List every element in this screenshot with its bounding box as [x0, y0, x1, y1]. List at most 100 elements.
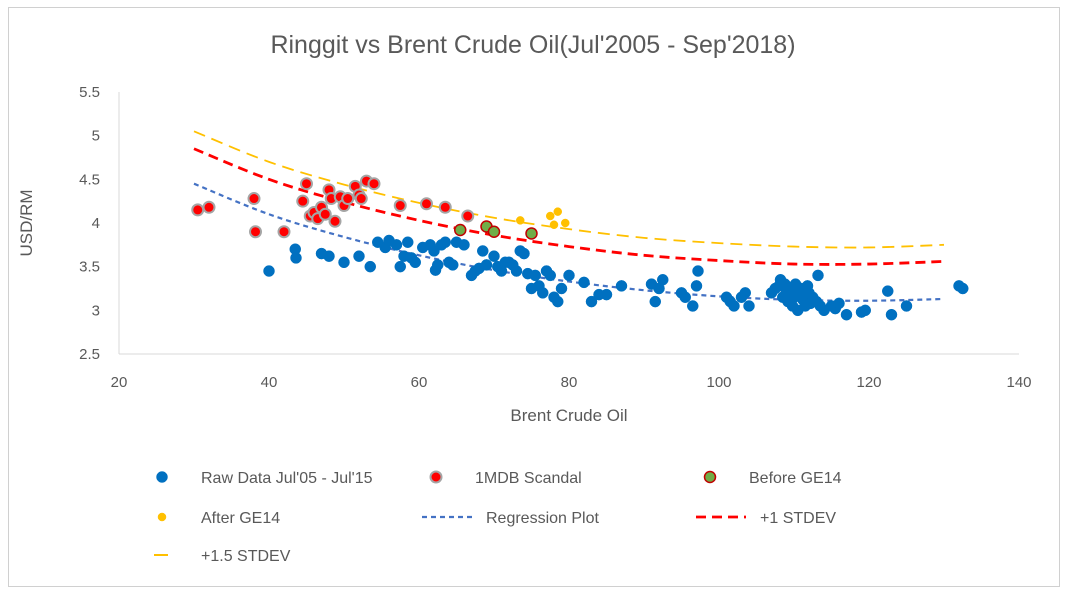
data-point — [743, 300, 755, 312]
legend: Raw Data Jul'05 - Jul'15 1MDB Scandal Befo… — [154, 470, 842, 565]
data-point — [537, 287, 549, 299]
data-point — [428, 245, 440, 257]
data-point — [323, 250, 335, 262]
data-point — [525, 227, 538, 240]
series-line-4 — [193, 182, 945, 302]
data-point — [367, 177, 381, 191]
legend-label: Regression Plot — [486, 510, 600, 527]
data-point — [364, 260, 376, 273]
legend-label: 1MDB Scandal — [475, 470, 582, 487]
data-point — [277, 225, 291, 239]
data-point — [353, 250, 365, 262]
chart-frame — [8, 7, 1060, 587]
data-point — [600, 288, 613, 301]
data-point — [510, 265, 523, 277]
x-tick-label: 120 — [856, 374, 881, 391]
series-line-5 — [193, 147, 945, 266]
y-tick-label: 4 — [92, 215, 100, 232]
data-point — [840, 308, 853, 321]
data-point — [191, 203, 205, 217]
legend-item: Raw Data Jul'05 - Jul'15 — [156, 470, 373, 487]
data-point — [394, 260, 406, 273]
x-tick-label: 20 — [111, 374, 128, 391]
legend-label: Raw Data Jul'05 - Jul'15 — [201, 470, 373, 487]
data-point — [563, 269, 575, 282]
data-point — [487, 225, 501, 238]
legend-item: 1MDB Scandal — [429, 470, 582, 487]
chart-title: Ringgit vs Brent Crude Oil(Jul'2005 - Se… — [270, 31, 795, 59]
data-point — [529, 269, 541, 282]
data-point — [328, 214, 342, 228]
x-tick-label: 40 — [261, 374, 278, 391]
data-point — [247, 192, 261, 206]
data-point — [420, 197, 433, 211]
data-point — [454, 223, 467, 237]
data-point — [488, 250, 500, 262]
data-point — [439, 236, 451, 248]
legend-item: After GE14 — [157, 510, 280, 527]
data-point — [477, 245, 489, 257]
data-point — [341, 192, 355, 206]
y-tick-label: 5 — [92, 128, 100, 145]
data-point — [657, 274, 669, 286]
data-point — [553, 207, 562, 216]
data-point — [544, 269, 556, 282]
data-point — [859, 304, 871, 317]
data-point — [690, 280, 703, 292]
legend-label: +1.5 STDEV — [201, 548, 291, 565]
data-point — [409, 256, 421, 269]
data-point — [338, 256, 350, 269]
data-point — [561, 218, 570, 228]
data-point — [447, 259, 459, 271]
y-tick-label: 3 — [92, 302, 100, 319]
legend-marker — [156, 471, 168, 483]
data-point — [728, 300, 740, 312]
legend-label: After GE14 — [201, 510, 280, 527]
data-point — [679, 291, 691, 303]
data-point — [300, 177, 313, 191]
data-point — [882, 285, 894, 297]
data-point — [432, 259, 444, 271]
legend-item: +1.5 STDEV — [154, 548, 291, 565]
data-point — [402, 236, 414, 248]
data-point — [900, 300, 913, 312]
legend-label: +1 STDEV — [760, 510, 836, 527]
y-axis-label: USD/RM — [17, 189, 36, 256]
data-point — [615, 280, 628, 292]
data-point — [585, 295, 598, 308]
y-tick-labels: 2.5 3 3.5 4 4.5 5 5.5 — [79, 84, 100, 363]
data-point — [296, 194, 310, 208]
legend-item: +1 STDEV — [696, 510, 836, 527]
data-points — [191, 174, 969, 321]
x-tick-label: 80 — [561, 374, 578, 391]
series-line-6 — [193, 130, 945, 249]
trend-lines — [193, 130, 945, 302]
data-point — [812, 269, 824, 282]
data-point — [249, 225, 262, 239]
legend-marker — [157, 512, 167, 522]
data-point — [518, 247, 530, 260]
data-point — [438, 200, 452, 214]
x-tick-label: 140 — [1006, 374, 1031, 391]
y-tick-label: 2.5 — [79, 346, 100, 363]
x-axis-label: Brent Crude Oil — [510, 406, 627, 425]
data-point — [516, 216, 525, 225]
data-point — [649, 295, 661, 308]
data-point — [957, 282, 969, 295]
data-point — [354, 192, 368, 206]
legend-item: Regression Plot — [422, 510, 600, 527]
y-tick-label: 3.5 — [79, 259, 100, 276]
data-point — [290, 252, 302, 264]
data-point — [578, 276, 590, 289]
data-point — [480, 259, 493, 271]
legend-marker — [429, 470, 443, 484]
legend-marker — [703, 470, 717, 484]
data-point — [692, 265, 704, 277]
y-tick-label: 5.5 — [79, 84, 100, 101]
data-point — [263, 265, 275, 277]
x-tick-labels: 20 40 60 80 100 120 140 — [111, 374, 1032, 391]
data-point — [687, 300, 699, 312]
data-point — [739, 287, 751, 299]
data-point — [549, 220, 559, 229]
